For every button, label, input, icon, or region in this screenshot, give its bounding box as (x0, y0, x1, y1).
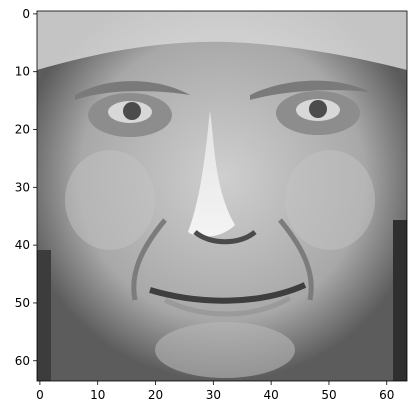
x-tick-label: 60 (379, 388, 394, 402)
y-tick-label: 40 (15, 238, 30, 252)
x-tick-label: 30 (206, 388, 221, 402)
y-tick-label: 60 (15, 354, 30, 368)
y-tick-label: 10 (15, 65, 30, 79)
y-tick-label: 0 (22, 7, 30, 21)
x-tick-label: 50 (321, 388, 336, 402)
face-image (37, 11, 407, 381)
y-tick-label: 50 (15, 296, 30, 310)
axes-frame (36, 10, 408, 382)
y-tick-label: 20 (15, 123, 30, 137)
x-axis: 0 10 20 30 40 50 60 (36, 381, 394, 402)
y-tick-label: 30 (15, 180, 30, 194)
x-tick-label: 40 (264, 388, 279, 402)
x-tick-label: 0 (36, 388, 44, 402)
x-tick-label: 20 (148, 388, 163, 402)
x-tick-label: 10 (90, 388, 105, 402)
y-axis: 0 10 20 30 40 50 60 (15, 7, 37, 368)
